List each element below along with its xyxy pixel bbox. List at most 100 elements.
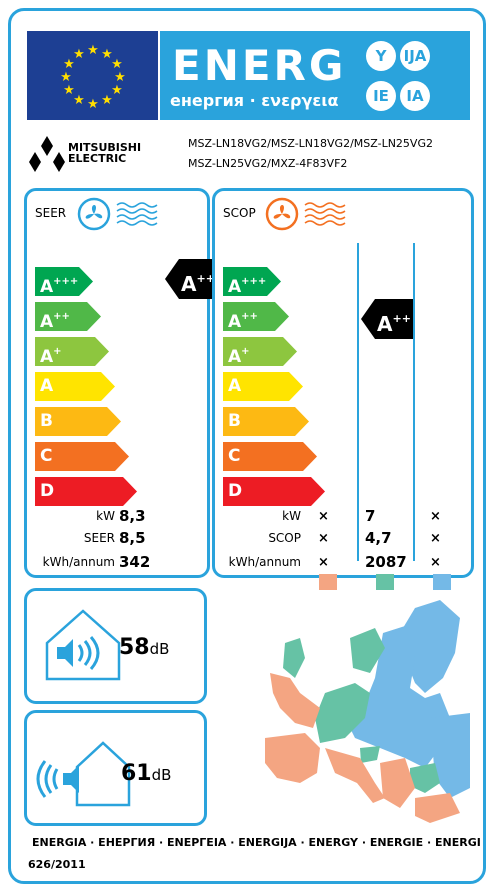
svg-text:★: ★ (73, 93, 85, 108)
seer-panel: SEER A+++ A++ A+ A B C D A+++ kW 8,3 SEER 8,5 … (24, 188, 217, 578)
energy-class-letter: A (228, 277, 242, 297)
svg-text:★: ★ (111, 57, 123, 72)
svg-text:★: ★ (87, 43, 99, 58)
seer-rating-arrow: A+++ (165, 259, 217, 299)
svg-text:★: ★ (114, 70, 126, 85)
energy-class-bar: A (223, 372, 303, 401)
svg-text:★: ★ (60, 70, 72, 85)
scop-title: SCOP (223, 206, 256, 220)
zone-swatch-cold (433, 574, 451, 590)
svg-text:★: ★ (63, 57, 75, 72)
scop-row-label: kW (282, 509, 301, 523)
scop-column-divider (413, 243, 415, 561)
energy-class-bar: A++ (223, 302, 289, 331)
svg-text:★: ★ (101, 47, 113, 62)
energy-class-plus: +++ (53, 276, 79, 287)
energy-class-bar: B (35, 407, 121, 436)
rating-plus: +++ (196, 272, 225, 285)
energy-class-plus: +++ (241, 276, 267, 287)
energy-class-plus: + (53, 346, 62, 357)
energy-class-letter: D (228, 481, 243, 501)
map-zone-average (283, 628, 440, 793)
energy-class-letter: A (228, 376, 242, 396)
footer-languages: ENERGIA · ЕНЕРГИЯ · ΕΝΕΡΓΕΙΑ · ENERGIJA … (32, 836, 481, 849)
energy-class-bar: D (223, 477, 325, 506)
energy-class-bar: A+ (35, 337, 109, 366)
seer-row-label: kWh/annum (42, 555, 115, 569)
outdoor-noise-value: 61dB (121, 761, 172, 786)
suffix-ie: IE (366, 81, 396, 111)
svg-text:★: ★ (73, 47, 85, 62)
scop-zone-average-value: 7 (365, 507, 376, 525)
svg-text:★: ★ (111, 83, 123, 98)
svg-text:★: ★ (63, 83, 75, 98)
outdoor-noise-panel: 61dB (24, 710, 207, 826)
energy-class-letter: A (40, 277, 54, 297)
scop-zone-cold-value: × (318, 509, 329, 524)
rating-plus: ++ (392, 312, 411, 325)
brand-logo: MITSUBISHI ELECTRIC (28, 134, 178, 174)
energy-class-bar: A (35, 372, 115, 401)
indoor-unit-noise-icon (45, 609, 121, 681)
outdoor-unit-noise-icon (36, 741, 131, 807)
europe-climate-zone-map (265, 600, 470, 823)
brand-name-line2: ELECTRIC (68, 152, 127, 165)
energy-class-letter: A (40, 347, 54, 367)
scop-zone-cold-value: × (318, 555, 329, 570)
model-line-2: MSZ-LN25VG2/MXZ-4F83VF2 (188, 157, 348, 170)
seer-row-value: 8,3 (119, 507, 146, 525)
energy-class-letter: C (40, 446, 53, 466)
seer-row-label: SEER (83, 531, 115, 545)
svg-text:★: ★ (87, 97, 99, 112)
scop-column-divider (357, 243, 359, 561)
scop-zone-warm-value: × (430, 531, 441, 546)
scop-panel: SCOP A+++ A++ A+ A B C D A++ kW × 7 × SCOP × 4… (212, 188, 474, 578)
energy-class-bar: A+++ (223, 267, 281, 296)
energy-class-letter: A (40, 312, 54, 332)
eu-stars-icon: ★ ★ ★ ★ ★ ★ ★ ★ ★ ★ ★ ★ (60, 43, 126, 112)
suffix-y: Y (366, 41, 396, 71)
three-diamonds-icon (29, 136, 65, 172)
energy-class-bar: C (35, 442, 129, 471)
energy-class-plus: + (241, 346, 250, 357)
brand-name-line1: MITSUBISHI (68, 141, 142, 154)
energy-class-letter: A (228, 347, 242, 367)
suffix-ia: IA (400, 81, 430, 111)
energy-class-bar: C (223, 442, 317, 471)
suffix-ija: IJA (400, 41, 430, 71)
energy-class-letter: A (228, 312, 242, 332)
scop-zone-warm-value: × (430, 555, 441, 570)
energy-class-letter: B (228, 411, 241, 431)
seer-title: SEER (35, 206, 67, 220)
eu-flag: ★ ★ ★ ★ ★ ★ ★ ★ ★ ★ ★ ★ (27, 31, 158, 120)
regulation-number: 626/2011 (28, 858, 86, 871)
energy-class-letter: B (40, 411, 53, 431)
scop-rating-arrow: A++ (361, 299, 413, 339)
energy-class-bar: A++ (35, 302, 101, 331)
svg-text:★: ★ (101, 93, 113, 108)
model-line-1: MSZ-LN18VG2/MSZ-LN18VG2/MSZ-LN25VG2 (188, 137, 433, 150)
rating-letter: A (181, 272, 197, 296)
energy-class-bar: B (223, 407, 309, 436)
energy-class-letter: D (40, 481, 55, 501)
scop-row-label: kWh/annum (228, 555, 301, 569)
energy-class-bar: D (35, 477, 137, 506)
energy-class-letter: A (40, 376, 54, 396)
scop-zone-warm-value: × (430, 509, 441, 524)
heating-fan-icon (265, 197, 299, 231)
energy-subtitle: енергия · ενεργεια (170, 91, 339, 110)
model-numbers: MSZ-LN18VG2/MSZ-LN18VG2/MSZ-LN25VG2 MSZ-… (188, 134, 478, 174)
zone-swatch-warm (319, 574, 337, 590)
seer-row-value: 342 (119, 553, 151, 571)
energy-class-bar: A+ (223, 337, 297, 366)
zone-swatch-average (376, 574, 394, 590)
seer-row-value: 8,5 (119, 529, 146, 547)
energy-class-bar: A+++ (35, 267, 93, 296)
scop-row-label: SCOP (268, 531, 301, 545)
warm-air-waves-icon (304, 202, 346, 226)
noise-unit: dB (149, 640, 170, 658)
energy-class-plus: ++ (241, 311, 258, 322)
noise-unit: dB (151, 766, 172, 784)
map-zone-warm (265, 673, 460, 823)
energy-class-plus: ++ (53, 311, 70, 322)
